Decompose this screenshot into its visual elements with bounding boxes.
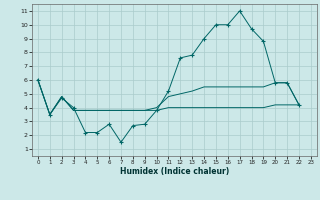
X-axis label: Humidex (Indice chaleur): Humidex (Indice chaleur) xyxy=(120,167,229,176)
